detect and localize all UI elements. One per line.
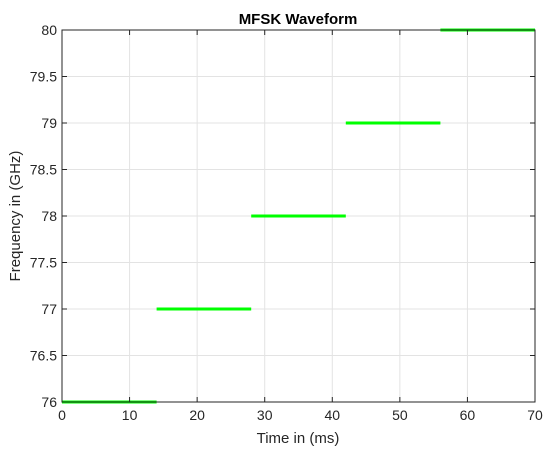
x-tick-label: 50 xyxy=(392,407,408,423)
y-tick-label: 77.5 xyxy=(30,255,57,271)
y-tick-label: 78.5 xyxy=(30,162,57,178)
y-tick-label: 79.5 xyxy=(30,69,57,85)
x-tick-label: 70 xyxy=(527,407,543,423)
x-tick-label: 20 xyxy=(189,407,205,423)
y-tick-label: 77 xyxy=(41,301,57,317)
x-tick-label: 60 xyxy=(460,407,476,423)
x-tick-label: 40 xyxy=(324,407,340,423)
y-tick-label: 76 xyxy=(41,394,57,410)
x-tick-label: 30 xyxy=(257,407,273,423)
y-tick-label: 80 xyxy=(41,22,57,38)
y-axis-label: Frequency in (GHz) xyxy=(7,151,24,282)
chart-title: MFSK Waveform xyxy=(239,11,358,28)
y-tick-label: 76.5 xyxy=(30,348,57,364)
x-axis-label: Time in (ms) xyxy=(257,430,340,447)
label-layer: 0 10 20 30 40 50 60 70 76 76.5 77 77.5 78 78.5 79 79.5 8… xyxy=(30,22,543,423)
y-tick-label: 78 xyxy=(41,208,57,224)
y-tick-label: 79 xyxy=(41,115,57,131)
x-tick-label: 10 xyxy=(122,407,138,423)
x-tick-label: 0 xyxy=(58,407,66,423)
tick-layer xyxy=(61,29,536,403)
